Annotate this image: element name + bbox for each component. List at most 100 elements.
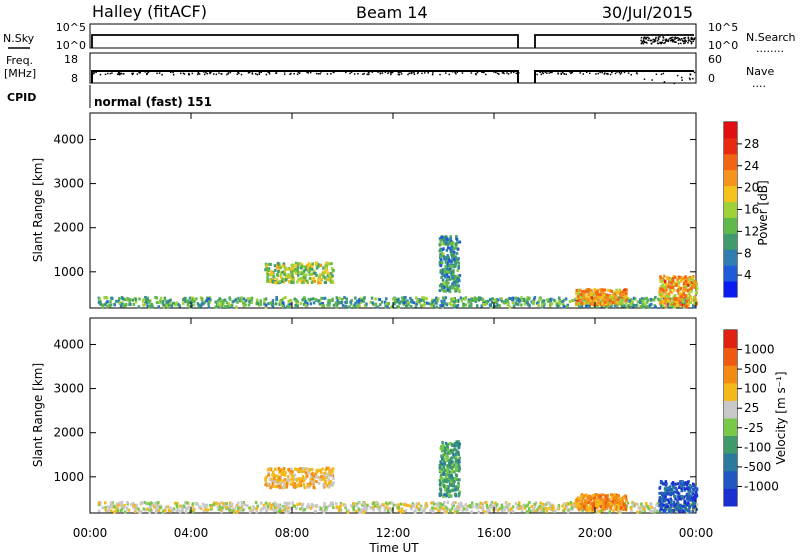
echo-cell	[678, 288, 682, 292]
nave-point	[319, 72, 321, 75]
echo-cell	[447, 281, 450, 285]
echo-cell	[526, 510, 530, 514]
echo-cell	[448, 287, 452, 291]
echo-cell	[329, 501, 333, 505]
echo-cell	[456, 509, 459, 513]
echo-cell	[552, 506, 555, 510]
nave-point	[507, 73, 510, 75]
echo-cell	[397, 505, 400, 509]
echo-cell	[299, 302, 303, 306]
echo-cell	[450, 507, 454, 511]
echo-cell	[154, 295, 157, 299]
echo-cell	[264, 303, 268, 307]
echo-cell	[580, 302, 584, 306]
echo-cell	[592, 298, 595, 302]
echo-cell	[250, 301, 253, 305]
nave-point	[482, 71, 485, 74]
echo-cell	[440, 249, 443, 253]
echo-cell	[579, 292, 582, 296]
echo-cell	[457, 446, 461, 450]
echo-cell	[253, 507, 256, 511]
echo-cell	[323, 471, 327, 475]
nave-point	[205, 71, 207, 74]
echo-cell	[455, 237, 459, 241]
echo-cell	[445, 494, 448, 498]
echo-cell	[347, 508, 350, 512]
echo-cell	[412, 504, 416, 508]
echo-cell	[161, 302, 165, 306]
nsky-trace-2	[534, 34, 694, 48]
echo-cell	[151, 504, 154, 508]
nave-point	[432, 72, 434, 74]
echo-cell	[323, 502, 326, 506]
echo-cell	[478, 296, 481, 300]
freq-trace-1	[91, 70, 519, 83]
echo-cell	[578, 304, 582, 308]
echo-cell	[681, 289, 685, 293]
nave-point	[571, 71, 574, 74]
echo-cell	[457, 459, 460, 463]
echo-cell	[137, 507, 140, 511]
echo-cell	[101, 506, 105, 510]
echo-cell	[310, 505, 314, 509]
echo-cell	[296, 467, 300, 471]
nsearch-point	[682, 40, 684, 42]
echo-cell	[683, 281, 686, 285]
echo-cell	[287, 299, 291, 303]
echo-cell	[432, 506, 435, 510]
echo-cell	[360, 509, 363, 513]
echo-cell	[452, 297, 456, 301]
echo-cell	[442, 479, 445, 483]
echo-cell	[166, 305, 170, 309]
echo-cell	[440, 301, 444, 305]
echo-cell	[299, 279, 302, 283]
echo-cell	[552, 298, 556, 302]
nave-point	[476, 71, 479, 74]
echo-cell	[668, 510, 671, 514]
echo-cell	[692, 284, 695, 288]
echo-cell	[384, 305, 387, 309]
echo-cell	[458, 490, 461, 494]
echo-cell	[278, 508, 281, 512]
echo-cell	[105, 296, 109, 300]
echo-cell	[454, 485, 458, 489]
nave-point	[377, 71, 379, 73]
echo-cell	[127, 508, 131, 512]
nave-point	[474, 72, 477, 75]
nsearch-point	[673, 41, 676, 43]
echo-cell	[459, 296, 463, 300]
echo-cell	[584, 295, 588, 299]
echo-cell	[270, 270, 273, 274]
echo-cell	[304, 267, 308, 271]
echo-cell	[325, 277, 328, 281]
echo-cell	[588, 293, 591, 297]
echo-cell	[492, 508, 495, 512]
echo-cell	[676, 495, 680, 499]
echo-cell	[691, 278, 695, 282]
nave-point	[298, 72, 301, 74]
echo-cell	[471, 505, 474, 509]
echo-cell	[327, 481, 331, 485]
echo-cell	[591, 506, 594, 510]
echo-cell	[128, 298, 132, 302]
echo-cell	[584, 503, 588, 507]
echo-cell	[317, 299, 320, 303]
echo-cell	[458, 467, 462, 471]
echo-cell	[175, 301, 178, 305]
echo-cell	[330, 262, 333, 266]
nave-point	[620, 72, 623, 74]
colorbar-segment	[724, 470, 737, 489]
echo-cell	[323, 482, 327, 486]
nsearch-point	[647, 36, 649, 39]
echo-cell	[383, 505, 386, 509]
echo-cell	[578, 504, 581, 508]
echo-cell	[326, 505, 330, 509]
echo-cell	[628, 299, 631, 303]
echo-cell	[115, 299, 118, 303]
echo-cell	[463, 297, 467, 301]
echo-cell	[448, 475, 451, 479]
echo-cell	[193, 299, 196, 303]
echo-cell	[607, 296, 610, 300]
echo-cell	[148, 510, 151, 514]
echo-cell	[503, 301, 506, 305]
